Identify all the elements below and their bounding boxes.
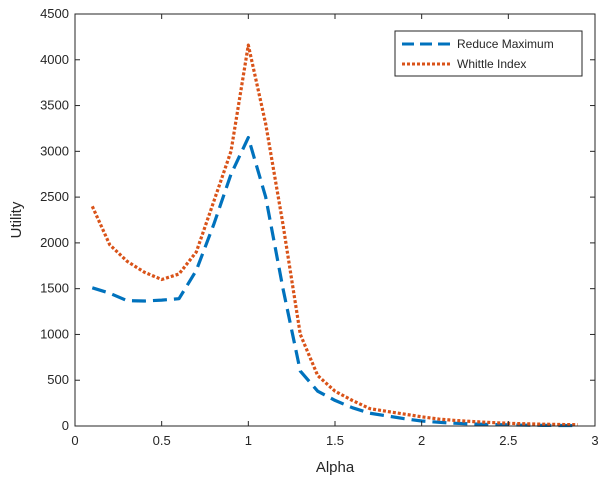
y-axis: 0 500 1000 1500 2000 2500 3000 3500 4000 4500 <box>40 6 595 433</box>
y-tick-label: 3500 <box>40 98 69 113</box>
x-tick-label: 1 <box>245 433 252 448</box>
x-tick-label: 0 <box>71 433 78 448</box>
y-tick-label: 1000 <box>40 326 69 341</box>
x-axis-label: Alpha <box>316 459 355 476</box>
x-tick-label: 3 <box>591 433 598 448</box>
x-tick-label: 0.5 <box>153 433 171 448</box>
y-tick-label: 4500 <box>40 6 69 21</box>
legend-label-reduce-maximum: Reduce Maximum <box>457 37 554 51</box>
plot-area <box>75 14 595 426</box>
x-axis: 0 0.5 1 1.5 2 2.5 3 <box>71 14 598 448</box>
y-tick-label: 3000 <box>40 143 69 158</box>
y-tick-label: 500 <box>47 372 69 387</box>
legend: Reduce Maximum Whittle Index <box>394 30 583 77</box>
y-axis-label: Utility <box>8 201 25 238</box>
legend-label-whittle-index: Whittle Index <box>457 57 526 71</box>
x-tick-label: 1.5 <box>326 433 344 448</box>
series-line-whittle-index <box>90 43 578 427</box>
y-tick-label: 2500 <box>40 189 69 204</box>
x-tick-label: 2.5 <box>499 433 517 448</box>
y-tick-label: 0 <box>62 418 69 433</box>
series-layer <box>90 43 578 428</box>
y-tick-label: 1500 <box>40 281 69 296</box>
series-line-reduce-maximum <box>91 136 578 428</box>
x-tick-label: 2 <box>418 433 425 448</box>
y-tick-label: 2000 <box>40 235 69 250</box>
y-tick-label: 4000 <box>40 52 69 67</box>
legend-box <box>394 30 583 77</box>
